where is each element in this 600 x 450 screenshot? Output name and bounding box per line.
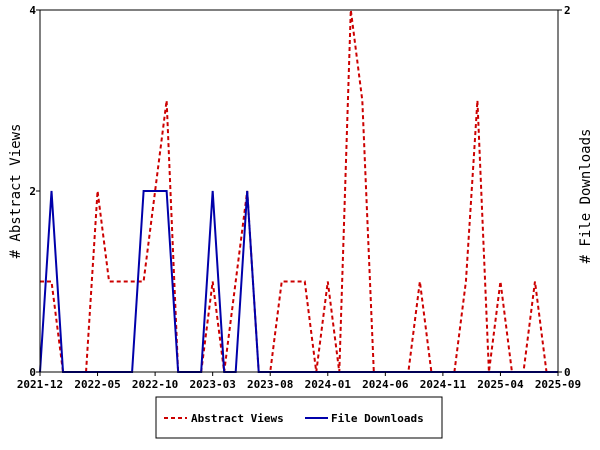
x-tick-label: 2025-09	[535, 378, 581, 391]
legend-label-file-downloads: File Downloads	[331, 412, 424, 425]
legend-label-abstract-views: Abstract Views	[191, 412, 284, 425]
y-axis-label-right: # File Downloads	[578, 129, 594, 264]
y-tick-label-right: 2	[564, 4, 571, 17]
x-tick-label: 2024-06	[362, 378, 409, 391]
x-tick-label: 2023-03	[189, 378, 235, 391]
x-tick-label: 2021-12	[17, 378, 63, 391]
x-tick-label: 2025-04	[477, 378, 524, 391]
axis-ticks: 2021-12 2022-05 2022-10 2023-03 2023-08 2024-…	[17, 4, 581, 391]
y-tick-label-left: 0	[29, 366, 36, 379]
y-tick-label-right: 0	[564, 366, 571, 379]
legend-box	[155, 396, 443, 439]
legend: Abstract Views File Downloads	[155, 396, 443, 439]
x-tick-label: 2023-08	[247, 378, 293, 391]
x-tick-label: 2024-11	[420, 378, 467, 391]
y-tick-label-left: 4	[29, 4, 36, 17]
y-tick-label-left: 2	[29, 185, 36, 198]
y-axis-label-left: # Abstract Views	[8, 124, 24, 259]
plot-frame	[39, 9, 559, 373]
x-tick-label: 2022-10	[132, 378, 178, 391]
plot-lines	[39, 9, 558, 373]
x-tick-label: 2022-05	[74, 378, 120, 391]
series-line-abstract-views	[40, 9, 558, 373]
x-tick-label: 2024-01	[305, 378, 352, 391]
